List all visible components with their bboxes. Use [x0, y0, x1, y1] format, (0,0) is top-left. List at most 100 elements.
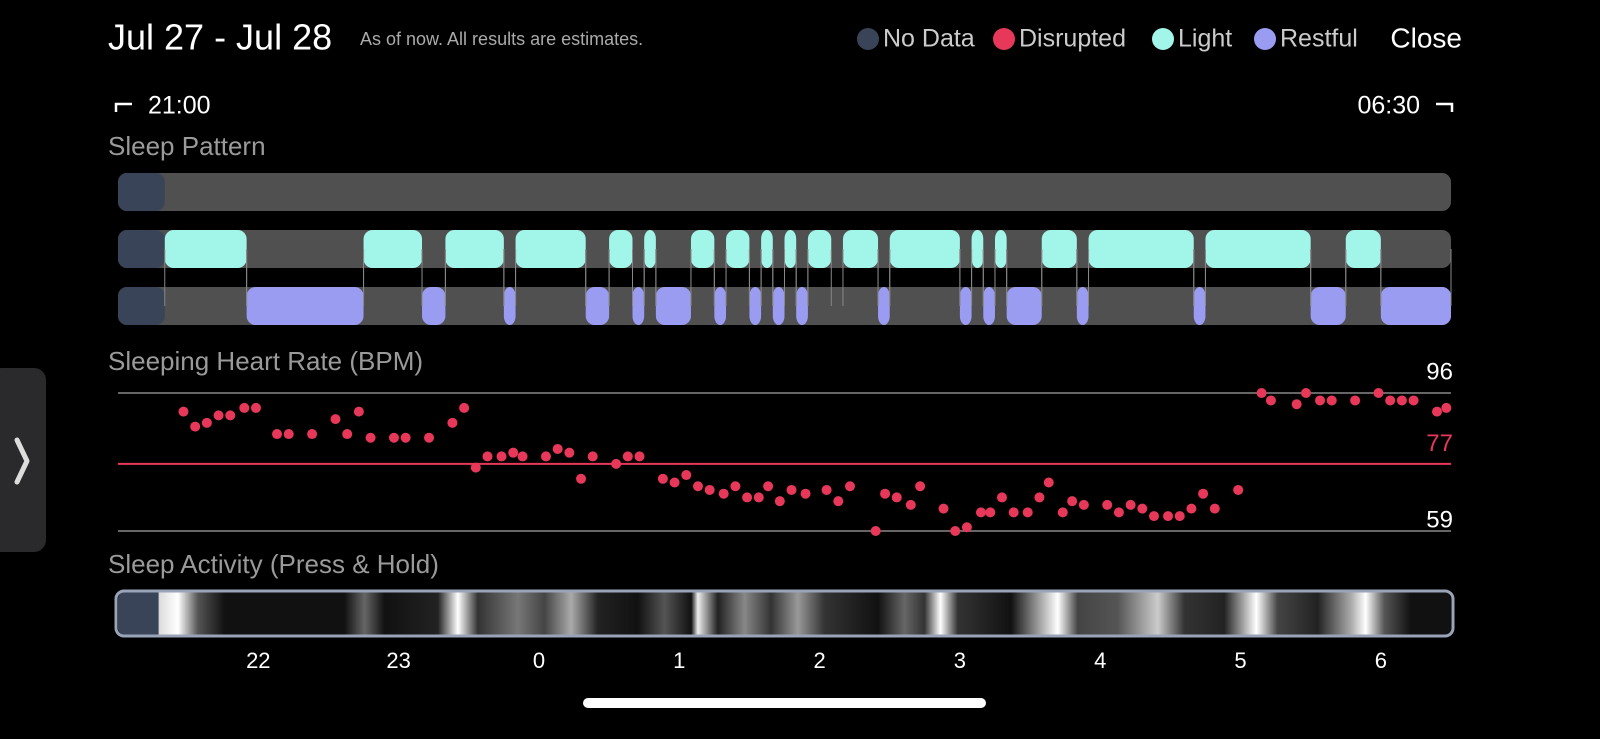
heart-rate-point [1113, 507, 1124, 518]
heart-rate-point [681, 470, 692, 481]
heart-rate-point [1233, 484, 1244, 495]
heart-rate-point [692, 481, 703, 492]
sleep-segment [644, 230, 656, 268]
legend-swatch [1152, 28, 1174, 50]
heart-rate-point [342, 429, 353, 440]
sleep-segment [609, 230, 633, 268]
heart-rate-point [424, 432, 435, 443]
heart-rate-point [718, 488, 729, 499]
heart-rate-point [730, 481, 741, 492]
heart-rate-point [400, 432, 411, 443]
section-title: Sleeping Heart Rate (BPM) [108, 346, 423, 376]
heart-rate-point [1067, 496, 1078, 507]
heart-rate-point [178, 406, 189, 417]
heart-rate-point [587, 451, 598, 462]
x-tick-label: 5 [1234, 648, 1246, 673]
heart-rate-point [611, 458, 622, 469]
sleep-segment [1088, 230, 1194, 268]
sleep-segment [842, 230, 879, 268]
heart-rate-point [1265, 395, 1276, 406]
heart-rate-point [657, 473, 668, 484]
heart-rate-point [1315, 395, 1326, 406]
heart-rate-point [786, 484, 797, 495]
heart-rate-point [190, 421, 201, 432]
no-data-segment [118, 173, 165, 211]
heart-rate-point [1301, 388, 1312, 398]
activity-strip[interactable] [118, 592, 1451, 635]
sleep-segment [807, 230, 832, 268]
sleep-segment [796, 287, 808, 325]
heart-rate-point [1441, 402, 1452, 413]
heart-rate-point [891, 492, 902, 503]
section-title: Sleep Pattern [108, 131, 266, 161]
legend-label: No Data [883, 25, 975, 53]
heart-rate-point [833, 496, 844, 507]
sleep-segment [503, 287, 516, 325]
heart-rate-point [1022, 507, 1033, 518]
sleep-segment [1041, 230, 1077, 268]
heart-rate-point [447, 417, 458, 428]
side-handle[interactable] [0, 368, 46, 552]
y-tick-label: 59 [1426, 506, 1453, 533]
sleep-segment [655, 287, 691, 325]
no-data-segment [118, 287, 165, 325]
sleep-segment [749, 287, 762, 325]
range-end: 06:30 [1357, 92, 1420, 120]
heart-rate-point [272, 429, 283, 440]
range-bracket [1436, 102, 1454, 112]
range-start: 21:00 [148, 92, 211, 120]
legend-swatch [1254, 28, 1276, 50]
sleep-segment [585, 287, 610, 325]
x-tick-label: 23 [386, 648, 410, 673]
sleep-segment [784, 230, 797, 268]
heart-rate-point [669, 477, 680, 488]
heart-rate-point [201, 417, 212, 428]
heart-rate-point [482, 451, 493, 462]
legend-swatch [857, 28, 879, 50]
heart-rate-point [1396, 395, 1407, 406]
heart-rate-point [704, 484, 715, 495]
heart-rate-point [330, 414, 341, 425]
heart-rate-point [1078, 499, 1089, 510]
heart-rate-point [938, 503, 949, 514]
heart-rate-point [540, 451, 551, 462]
sleep-segment [994, 230, 1007, 268]
heart-rate-point [1373, 388, 1384, 398]
heart-rate-point [996, 492, 1007, 503]
sleep-segment [1006, 287, 1042, 325]
pattern-track [118, 173, 1451, 211]
heart-rate-point [870, 526, 881, 536]
heart-rate-point [1209, 503, 1220, 514]
heart-rate-point [552, 443, 563, 454]
heart-rate-point [880, 488, 891, 499]
heart-rate-point [1408, 395, 1419, 406]
heart-rate-point [564, 447, 575, 458]
heart-rate-point [1174, 511, 1185, 522]
sleep-segment [422, 287, 446, 325]
heart-rate-point [905, 499, 916, 510]
sleep-segment [889, 230, 960, 268]
sleep-segment [164, 230, 247, 268]
sleep-segment [515, 230, 586, 268]
sleep-segment [761, 230, 773, 268]
heart-rate-point [283, 429, 294, 440]
sleep-segment [1193, 287, 1206, 325]
activity-frame [114, 589, 1455, 638]
x-tick-label: 0 [533, 648, 545, 673]
section-title: Sleep Activity (Press & Hold) [108, 549, 439, 579]
heart-rate-point [742, 492, 753, 503]
heart-rate-point [470, 462, 481, 473]
chevron-icon [14, 437, 30, 485]
heart-rate-point [365, 432, 376, 443]
sleep-segment [878, 287, 890, 325]
heart-rate-point [985, 507, 996, 518]
heart-rate-point [517, 451, 528, 462]
x-tick-label: 4 [1094, 648, 1106, 673]
heart-rate-point [753, 492, 764, 503]
y-tick-label: 96 [1426, 358, 1453, 385]
heart-rate-point [1034, 492, 1045, 503]
sleep-segment [632, 287, 645, 325]
close-button[interactable]: Close [1390, 22, 1462, 53]
heart-rate-point [1008, 507, 1019, 518]
